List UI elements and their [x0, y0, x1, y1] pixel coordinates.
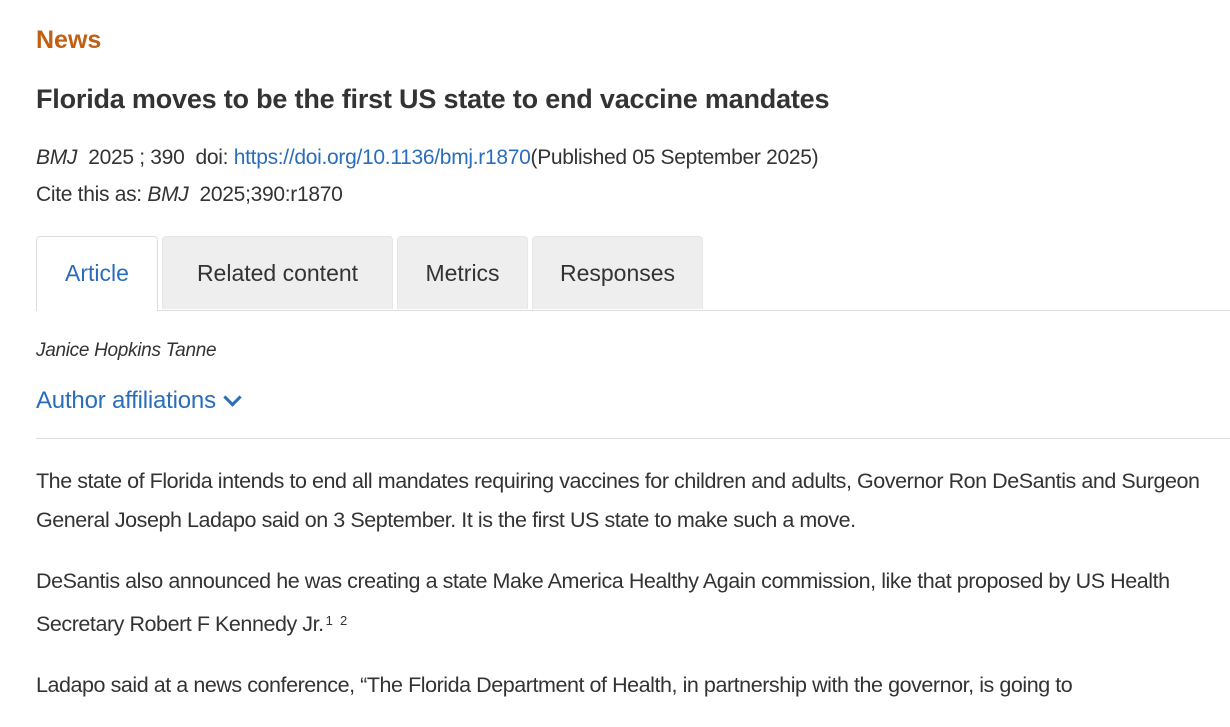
doi-link[interactable]: https://doi.org/10.1136/bmj.r1870 [233, 146, 531, 169]
cite-journal: BMJ [147, 183, 189, 206]
year-volume: 2025 ; 390 [88, 146, 185, 169]
published-date: (Published 05 September 2025) [530, 146, 819, 169]
tab-metrics[interactable]: Metrics [397, 236, 528, 309]
paragraph: Ladapo said at a news conference, “The F… [36, 673, 1073, 697]
reference-link[interactable]: 2 [339, 613, 347, 628]
author-affiliations-toggle[interactable]: Author affiliations [36, 387, 242, 415]
reference-link[interactable]: 1 [325, 613, 333, 628]
tab-responses[interactable]: Responses [532, 236, 703, 309]
author-name: Janice Hopkins Tanne [36, 340, 217, 361]
tab-related-content[interactable]: Related content [162, 236, 393, 309]
article-title: Florida moves to be the first US state t… [36, 84, 830, 114]
paragraph: The state of Florida intends to end all … [36, 469, 1200, 532]
paragraph: DeSantis also announced he was creating … [36, 562, 1216, 644]
article-meta: BMJ 2025 ; 390 doi: https://doi.org/10.1… [36, 146, 819, 170]
doi-label: doi: [195, 146, 229, 169]
tab-article[interactable]: Article [36, 236, 158, 311]
cite-label: Cite this as: [36, 183, 142, 206]
article-tabs: Article Related content Metrics Response… [36, 236, 1230, 311]
author-affiliations-label[interactable]: Author affiliations [36, 387, 216, 414]
chevron-down-icon[interactable] [223, 387, 242, 407]
article-body: The state of Florida intends to end all … [36, 462, 1216, 727]
paragraph-text: DeSantis also announced he was creating … [36, 569, 1170, 636]
citation: Cite this as: BMJ 2025;390:r1870 [36, 183, 343, 207]
divider [36, 438, 1230, 439]
cite-ref: 2025;390:r1870 [199, 183, 343, 206]
section-label: News [36, 26, 102, 54]
journal-name: BMJ [36, 146, 78, 169]
